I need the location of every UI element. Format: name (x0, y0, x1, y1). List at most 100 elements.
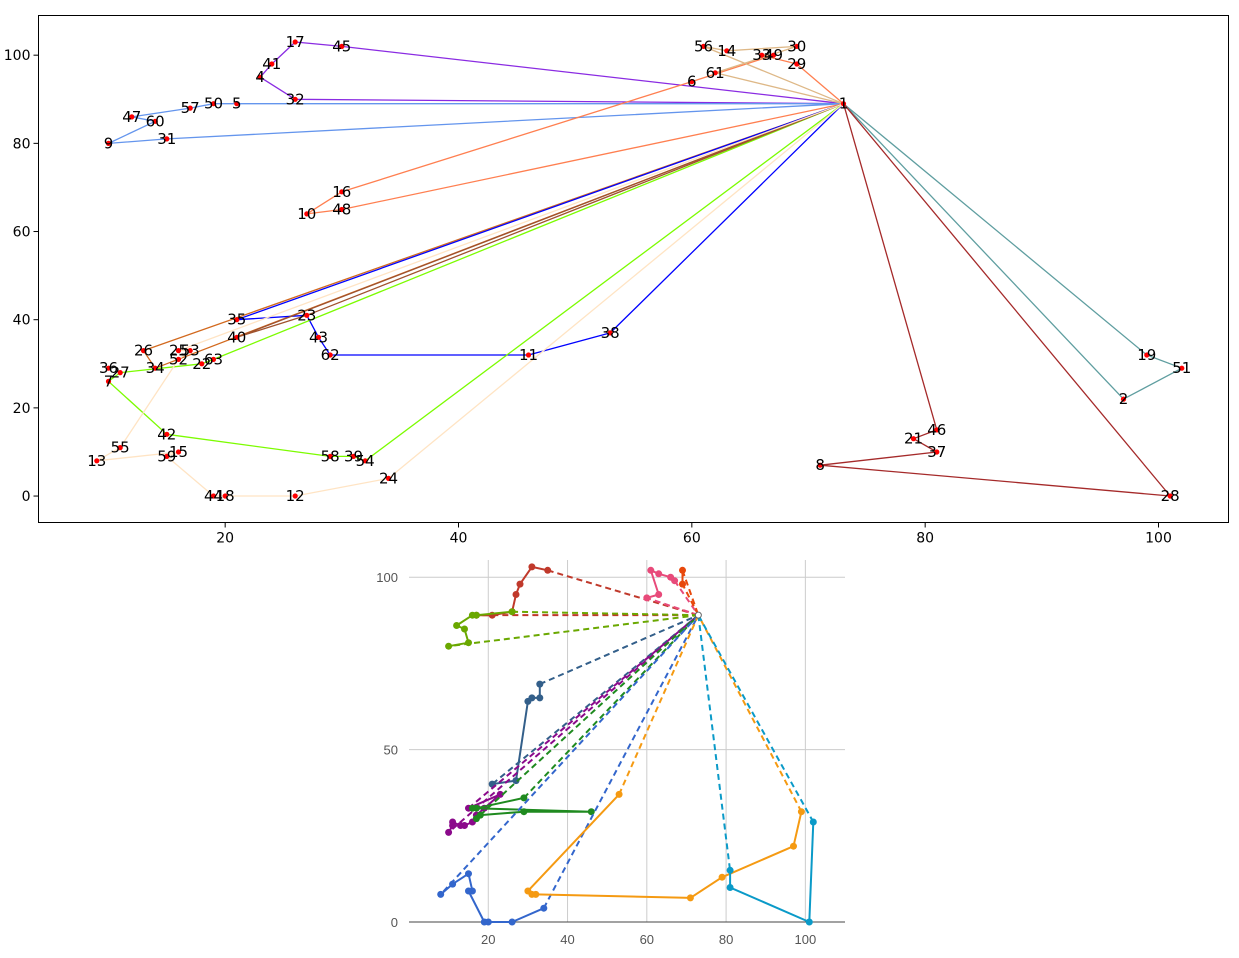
node-point-61 (712, 70, 718, 76)
node-point-34 (152, 365, 158, 371)
node-label-4: 4 (255, 68, 265, 86)
node-point-12 (292, 493, 298, 499)
route-1-point-7 (544, 566, 552, 574)
node-label-61: 61 (706, 64, 725, 82)
node-label-35: 35 (227, 311, 246, 329)
node-point-38 (607, 330, 613, 336)
route-line-7 (107, 103, 844, 462)
node-label-31: 31 (157, 130, 176, 148)
node-point-11 (525, 352, 532, 358)
route-4-dash-back (512, 610, 699, 617)
node-label-63: 63 (204, 350, 223, 368)
x-tick-label-80: 80 (916, 531, 934, 547)
route-7-point-3 (520, 808, 528, 816)
node-point-49 (770, 52, 777, 58)
node-point-26 (140, 348, 147, 354)
route-9-dash-out (618, 614, 700, 795)
node-point-31 (164, 136, 170, 142)
node-label-11: 11 (519, 346, 538, 364)
route-lines-bottom (437, 563, 817, 926)
node-point-15 (175, 449, 182, 455)
route-3-dash-back (681, 570, 700, 616)
route-10-point-3 (805, 918, 813, 926)
node-point-37 (934, 449, 940, 455)
route-line-6 (236, 103, 844, 356)
route-9-point-7 (790, 842, 797, 850)
y-tick-label-20: 20 (13, 401, 31, 417)
route-10-point-4 (809, 818, 817, 826)
route-9-dash-back (697, 614, 803, 813)
route-8-point-9 (540, 904, 548, 912)
route-2-point-6 (671, 577, 679, 585)
route-5-dash-back (539, 614, 699, 686)
node-markers-top (94, 39, 1185, 499)
node-point-41 (269, 61, 275, 67)
route-map-chart-bottom: 20 40 60 80 100 0 50 100 (376, 560, 845, 947)
node-label-12: 12 (286, 487, 305, 505)
route-2-dash-back (673, 580, 700, 616)
route-6-dash-back (467, 614, 699, 809)
y-tick-label-100: 100 (4, 48, 31, 64)
node-point-36 (105, 365, 112, 371)
route-7-dash-out (475, 614, 700, 820)
node-point-19 (1144, 352, 1150, 358)
node-label-8: 8 (815, 456, 825, 474)
node-label-5: 5 (232, 95, 242, 113)
route-9-point-6 (718, 873, 726, 881)
route-10-point-1 (726, 866, 734, 874)
y-tick-label-80: 80 (13, 136, 31, 152)
node-label-40: 40 (227, 328, 246, 346)
route-8-dash-out (439, 614, 700, 896)
route-1-dash-back (547, 569, 699, 617)
node-label-21: 21 (904, 430, 923, 448)
node-label-43: 43 (309, 328, 328, 346)
node-point-5 (234, 101, 240, 107)
node-point-32 (292, 96, 298, 102)
node-label-26: 26 (134, 342, 153, 360)
node-label-16: 16 (332, 183, 351, 201)
node-label-17: 17 (286, 33, 305, 51)
node-label-27: 27 (111, 364, 130, 382)
node-label-1: 1 (839, 95, 849, 113)
route-10-point-2 (726, 884, 734, 891)
node-point-53 (187, 348, 193, 354)
route-7-point-7 (520, 794, 528, 802)
node-point-62 (327, 352, 333, 358)
route-5-point-6 (536, 680, 544, 688)
route-7-point-4 (587, 808, 595, 816)
y-tick-label-0: 0 (391, 915, 398, 930)
route-7-dash-back (523, 614, 700, 799)
route-8-point-8 (508, 918, 516, 926)
route-1-point-4 (512, 591, 520, 598)
node-point-18 (222, 493, 228, 499)
node-label-30: 30 (787, 37, 806, 55)
node-label-56: 56 (694, 37, 713, 55)
x-tick-label-100: 100 (795, 932, 817, 947)
node-label-62: 62 (321, 346, 340, 364)
node-point-40 (234, 334, 240, 340)
node-label-37: 37 (927, 443, 946, 461)
route-map-chart-top: 1245678910111213141516171819212223242526… (4, 15, 1229, 547)
route-8-point-1 (437, 890, 445, 898)
node-label-36: 36 (99, 359, 118, 377)
depot-marker (694, 611, 702, 619)
route-2-dash-out (646, 596, 699, 617)
node-label-51: 51 (1172, 359, 1191, 377)
route-4-point-3 (461, 625, 468, 633)
node-label-10: 10 (297, 205, 316, 223)
node-point-63 (210, 356, 217, 362)
route-7-path (471, 796, 593, 820)
node-point-17 (292, 39, 298, 45)
node-label-18: 18 (216, 487, 235, 505)
node-point-50 (210, 101, 217, 107)
route-7-point-6 (472, 804, 480, 812)
node-label-33: 33 (752, 46, 771, 64)
node-point-42 (164, 431, 170, 437)
route-5-point-5 (536, 694, 544, 702)
route-9-path (526, 793, 803, 899)
route-4-point-2 (465, 639, 472, 647)
route-line-8 (236, 103, 844, 338)
route-10-dash-back (697, 614, 815, 823)
node-point-27 (117, 370, 123, 376)
